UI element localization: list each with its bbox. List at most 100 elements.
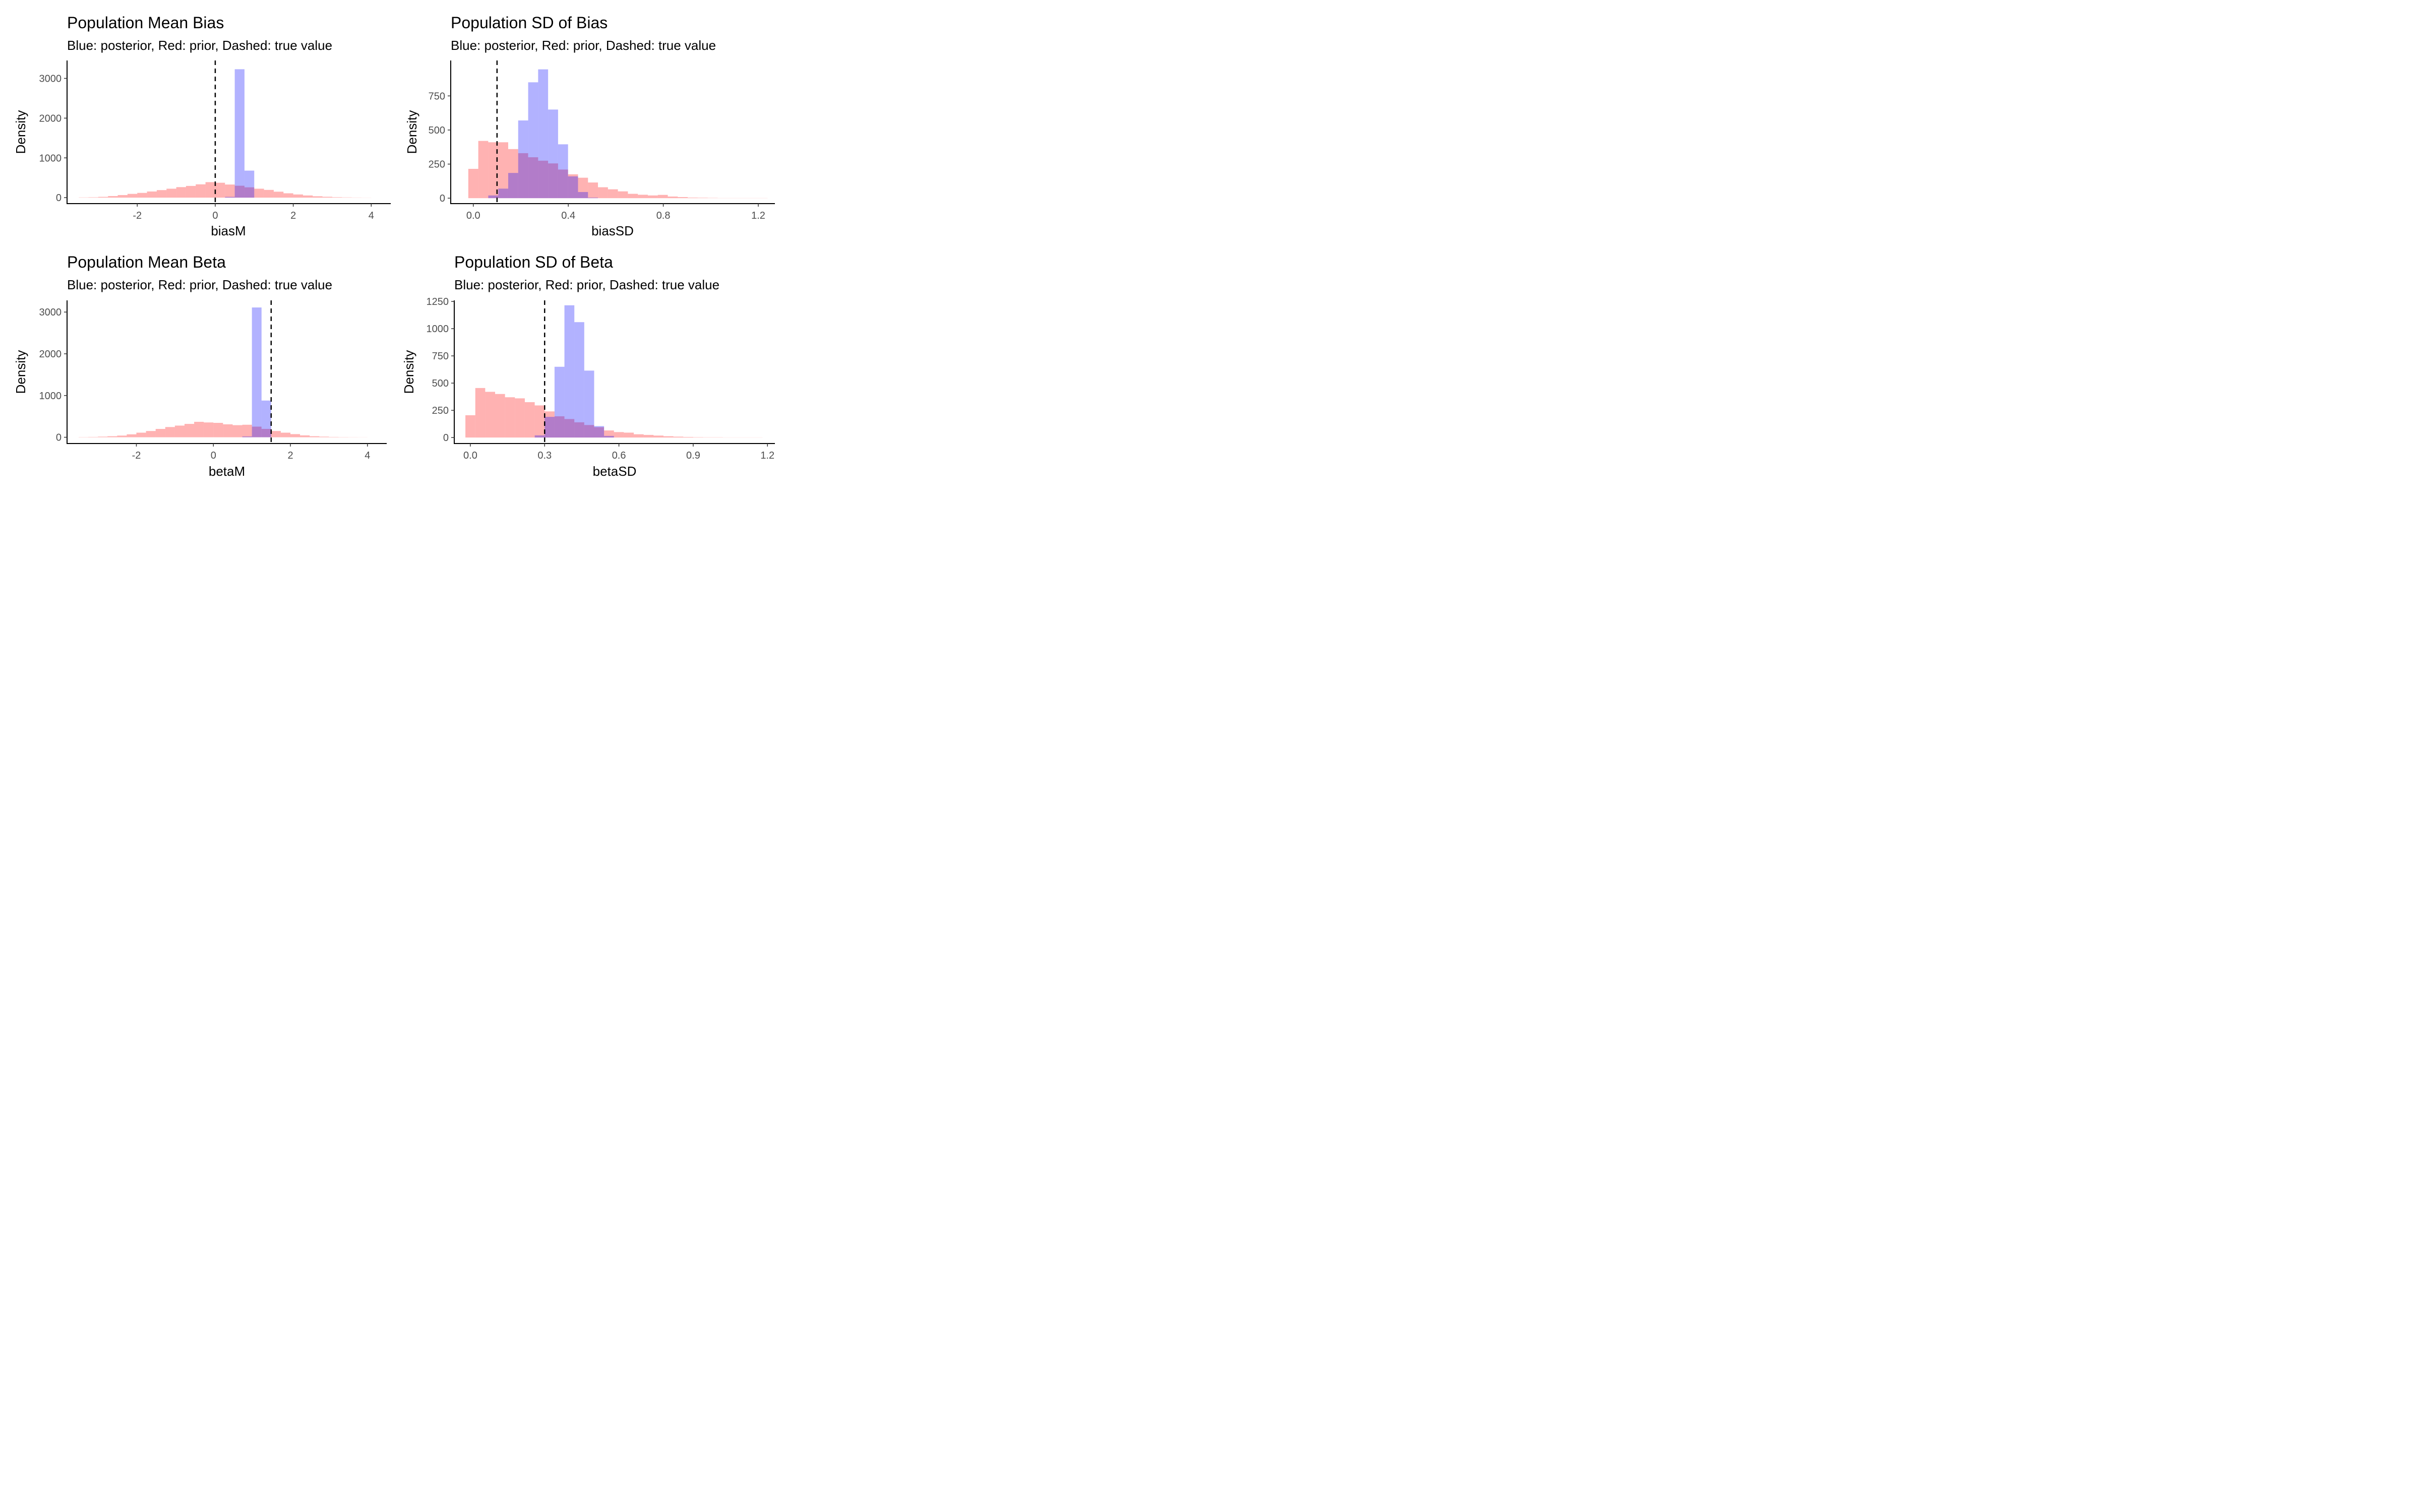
- posterior-bar: [225, 197, 235, 198]
- prior-bar: [271, 431, 281, 437]
- x-tick-label: 4: [369, 210, 374, 221]
- prior-bar: [673, 436, 684, 438]
- prior-bar: [196, 184, 206, 198]
- prior-bar: [136, 432, 146, 437]
- prior-bar: [594, 427, 604, 438]
- posterior-bar: [252, 307, 262, 437]
- posterior-bar: [242, 436, 252, 437]
- prior-bar: [254, 188, 264, 198]
- figure: Population Mean Bias Blue: posterior, Re…: [13, 14, 775, 479]
- prior-bar: [322, 197, 332, 198]
- prior-bar: [518, 153, 528, 199]
- y-tick-label: 3000: [39, 74, 62, 85]
- plot-area: -2 0 2 4 0 1000 2000 3000: [39, 300, 387, 461]
- prior-bar: [634, 434, 644, 438]
- plot-area: 0.0 0.3 0.6 0.9 1.2 0 250 500 750 1000 1250: [427, 296, 775, 461]
- prior-bar: [628, 194, 638, 199]
- prior-bar: [554, 416, 565, 438]
- prior-bar: [495, 394, 505, 438]
- prior-bar: [534, 405, 545, 438]
- panel-title: Population SD of Bias: [451, 14, 608, 32]
- prior-bar: [564, 419, 575, 438]
- prior-bar: [544, 411, 555, 438]
- prior-bar: [310, 436, 320, 437]
- posterior-bar: [528, 82, 538, 199]
- prior-bar: [653, 435, 663, 438]
- y-axis-title: Density: [401, 350, 416, 394]
- x-tick-label: 1.2: [751, 210, 765, 221]
- x-tick-label: 0: [211, 450, 216, 461]
- y-tick-label: 500: [429, 125, 445, 136]
- prior-bar: [215, 182, 225, 198]
- panel-subtitle: Blue: posterior, Red: prior, Dashed: tru…: [454, 277, 719, 292]
- prior-bar: [663, 436, 674, 438]
- posterior-bar: [558, 144, 568, 199]
- prior-bar: [707, 198, 718, 199]
- y-tick-label: 0: [56, 432, 62, 444]
- posterior-bar: [578, 192, 588, 199]
- prior-bar: [528, 157, 538, 199]
- y-tick-label: 250: [429, 159, 445, 170]
- prior-bar: [117, 435, 127, 437]
- prior-bar: [584, 425, 594, 438]
- y-axis-title: Density: [13, 110, 28, 154]
- prior-bar: [165, 427, 175, 437]
- prior-bar: [261, 429, 271, 437]
- prior-bar: [574, 422, 584, 438]
- prior-bar: [283, 193, 293, 198]
- prior-bar: [302, 195, 313, 198]
- prior-bar: [488, 142, 499, 199]
- prior-bar: [127, 434, 137, 437]
- x-tick-label: 0.6: [612, 450, 626, 461]
- y-tick-label: 1250: [427, 296, 449, 307]
- prior-bar: [194, 421, 204, 437]
- prior-bar: [252, 426, 262, 437]
- y-tick-label: 250: [432, 405, 449, 416]
- prior-bar: [242, 424, 252, 437]
- prior-bar: [538, 160, 549, 199]
- y-tick-label: 750: [429, 91, 445, 102]
- panel-population-sd-of-beta: Population SD of Beta Blue: posterior, R…: [401, 253, 775, 479]
- prior-bar: [332, 197, 342, 198]
- prior-bar: [618, 191, 628, 199]
- y-tick-label: 1000: [39, 153, 62, 164]
- prior-bar: [643, 434, 654, 438]
- prior-bar: [280, 432, 291, 437]
- x-tick-label: 0.0: [466, 210, 480, 221]
- prior-bar: [155, 429, 165, 437]
- panel-population-sd-of-bias: Population SD of Bias Blue: posterior, R…: [404, 14, 775, 238]
- prior-bar: [524, 402, 535, 438]
- y-tick-label: 1000: [39, 391, 62, 402]
- prior-bar: [232, 425, 243, 437]
- prior-bar: [225, 184, 235, 198]
- prior-bar: [244, 187, 255, 198]
- posterior-bar: [544, 417, 555, 438]
- panel-subtitle: Blue: posterior, Red: prior, Dashed: tru…: [451, 38, 716, 53]
- posterior-bar: [554, 366, 565, 438]
- posterior-bar: [518, 120, 528, 199]
- panel-title: Population SD of Beta: [454, 253, 613, 271]
- y-tick-label: 750: [432, 351, 449, 362]
- posterior-bar: [534, 435, 545, 438]
- prior-bar: [498, 142, 508, 199]
- prior-bar: [300, 435, 310, 437]
- posterior-bar: [508, 173, 518, 199]
- prior-bar: [137, 193, 147, 198]
- panel-subtitle: Blue: posterior, Red: prior, Dashed: tru…: [67, 38, 332, 53]
- panel-population-mean-beta: Population Mean Beta Blue: posterior, Re…: [13, 253, 387, 479]
- prior-bar: [290, 434, 300, 437]
- prior-bar: [604, 430, 614, 438]
- prior-bar: [166, 188, 176, 198]
- prior-bar: [578, 177, 588, 199]
- posterior-bar: [564, 305, 575, 438]
- prior-bar: [598, 187, 608, 199]
- prior-bar: [88, 197, 98, 198]
- y-tick-label: 0: [443, 432, 449, 444]
- prior-bar: [508, 149, 518, 199]
- posterior-bar: [498, 188, 508, 199]
- x-tick-label: 0.3: [537, 450, 552, 461]
- prior-bar: [505, 397, 515, 438]
- prior-bar: [205, 182, 215, 198]
- prior-bar: [293, 194, 303, 198]
- y-axis-title: Density: [13, 350, 28, 394]
